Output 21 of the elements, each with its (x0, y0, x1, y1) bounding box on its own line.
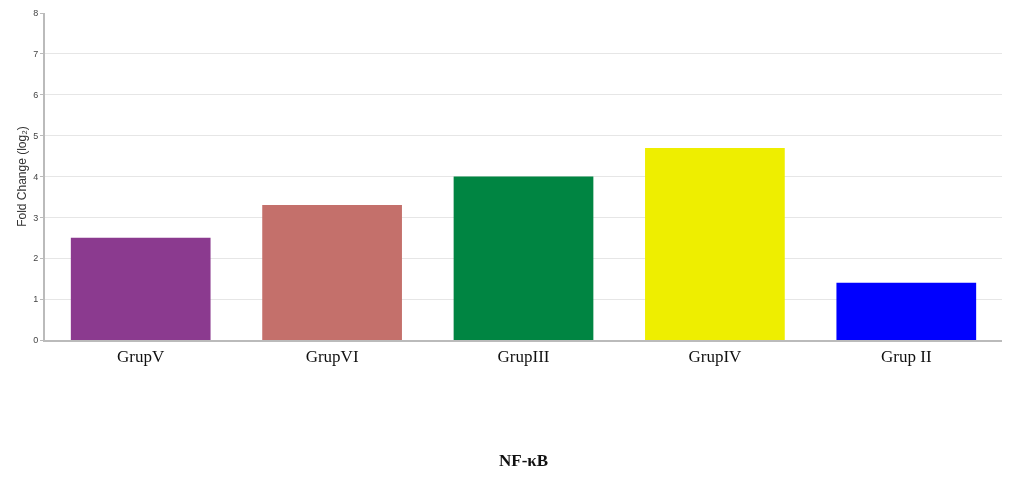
bar (453, 176, 594, 340)
x-tick-label: GrupV (117, 347, 166, 367)
y-tick-label: 6 (33, 89, 39, 100)
y-tick-label: 8 (33, 8, 39, 19)
bar (836, 282, 977, 340)
bar (262, 205, 402, 340)
y-tick-label: 1 (33, 294, 39, 305)
x-axis-title: NF-κB (499, 451, 549, 470)
y-tick-label: 0 (33, 335, 39, 346)
x-tick-label: GrupVI (305, 347, 359, 367)
y-tick-label: 7 (33, 49, 39, 60)
x-tick-label: GrupIV (688, 347, 743, 367)
x-tick-label: Grup II (881, 347, 932, 367)
x-tick-label: GrupIII (497, 347, 550, 367)
y-tick-label: 2 (33, 253, 39, 264)
y-tick-label: 3 (33, 212, 39, 223)
bar (645, 147, 785, 340)
y-tick-label: 5 (33, 130, 39, 141)
y-tick-label: 4 (33, 171, 39, 182)
bar (70, 237, 211, 340)
y-axis-title: Fold Change (log₂) (14, 126, 29, 227)
